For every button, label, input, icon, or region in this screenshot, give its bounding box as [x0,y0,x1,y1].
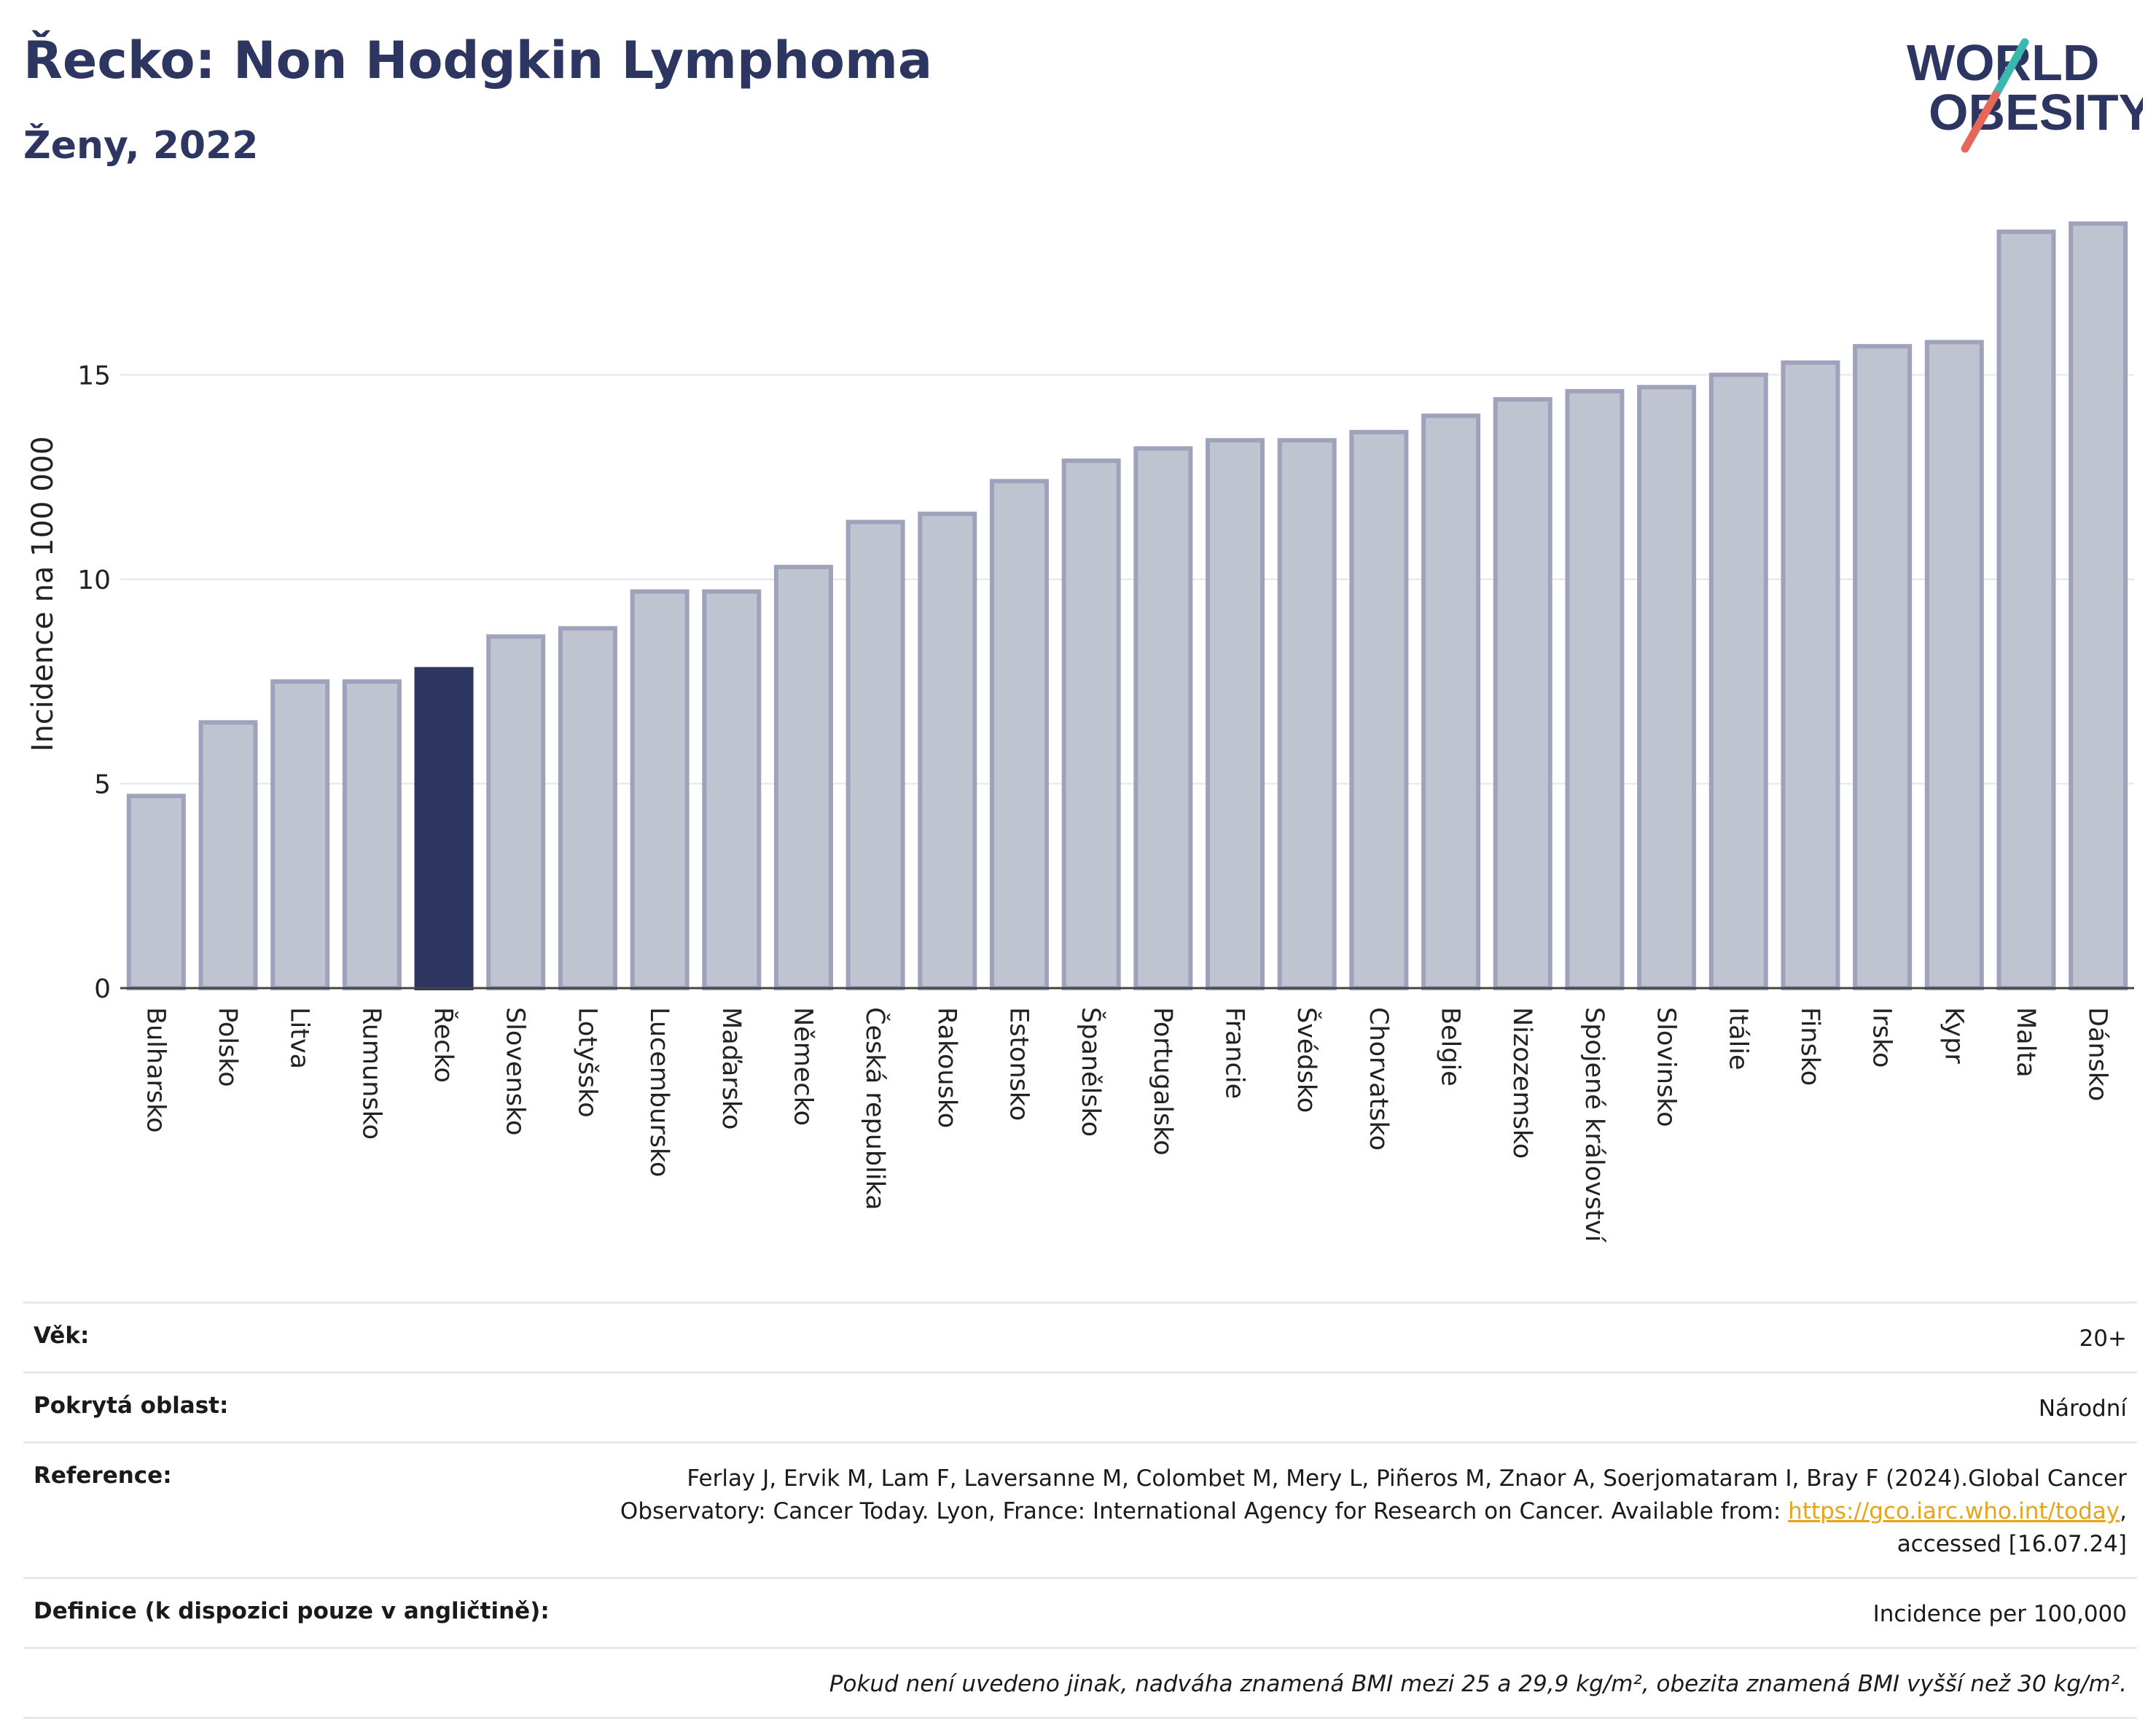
bar [486,634,546,990]
bar [342,679,402,990]
x-tick-label: Dánsko [2083,1007,2112,1101]
bar [630,589,690,990]
bar [1421,413,1481,990]
info-row-area: Pokrytá oblast: Národní [23,1371,2137,1441]
x-tick-label: Malta [2011,1007,2040,1078]
definition-value: Incidence per 100,000 [1872,1600,2127,1627]
x-tick-label: Maďarsko [716,1007,746,1129]
y-tick-label: 0 [94,974,111,1004]
bar [1996,230,2056,991]
logo-line-2: OBESITY [1929,84,2143,141]
bar [1133,446,1193,990]
bar [989,479,1049,990]
x-tick-label: Polsko [213,1007,242,1087]
x-tick-label: Irsko [1867,1007,1897,1068]
y-tick-label: 15 [77,361,111,391]
reference-label: Reference: [34,1462,172,1489]
logo-slash-bottom [1961,90,2000,153]
x-tick-label: Chorvatsko [1364,1007,1393,1151]
x-tick-label: Litva [285,1007,314,1069]
x-tick-label: Portugalsko [1148,1007,1177,1156]
bar [1781,360,1840,990]
x-tick-label: Belgie [1436,1007,1465,1086]
x-tick-label: Lucembursko [644,1007,673,1177]
x-tick-labels: Bulharsko Polsko Litva Rumunsko Řecko Slovens… [141,1007,2112,1243]
bar [773,565,833,990]
bar [2069,221,2128,991]
x-tick-label: Spojené království [1579,1007,1609,1243]
x-tick-label: Nizozemsko [1507,1007,1536,1159]
reference-link[interactable]: https://gco.iarc.who.int/today [1788,1497,2120,1524]
x-tick-label: Estonsko [1004,1007,1033,1121]
x-tick-label: Slovensko [501,1007,530,1135]
age-label: Věk: [34,1323,90,1349]
reference-text: Ferlay J, Ervik M, Lam F, Laversanne M, … [620,1465,2127,1524]
x-tick-label: Kypr [1939,1007,1968,1064]
bar [1708,372,1768,990]
area-label: Pokrytá oblast: [34,1392,229,1419]
x-tick-label: Bulharsko [141,1007,170,1133]
reference-suffix: , accessed [16.07.24] [1897,1497,2127,1557]
age-value: 20+ [2079,1326,2127,1352]
bar [918,512,977,990]
bar [1277,438,1337,990]
chart-subtitle: Ženy, 2022 [23,124,259,168]
bar [198,720,258,990]
bar [558,626,617,990]
bar [702,589,762,990]
bar [1206,438,1265,990]
x-tick-label: Řecko [429,1007,459,1083]
y-axis-label: Incidence na 100 000 [26,436,60,752]
bar [1493,397,1552,990]
bar [1637,385,1697,990]
x-tick-label: Francie [1220,1007,1249,1099]
bar [270,679,330,990]
x-tick-label: Rakousko [932,1007,961,1128]
bar [1349,429,1409,990]
x-tick-label: Finsko [1795,1007,1824,1086]
y-tick-label: 10 [77,565,111,595]
bars [126,221,2128,991]
bar-highlight [414,667,474,991]
bar [1565,388,1625,990]
bar [1853,344,1913,991]
info-row-reference: Reference: Ferlay J, Ervik M, Lam F, Lav… [23,1441,2137,1577]
area-value: Národní [2038,1395,2127,1422]
info-row-age: Věk: 20+ [23,1301,2137,1371]
info-table: Věk: 20+ Pokrytá oblast: Národní Referen… [23,1301,2137,1719]
bar [1924,340,1984,990]
chart-title: Řecko: Non Hodgkin Lymphoma [23,31,933,90]
bar [845,520,905,990]
x-tick-label: Itálie [1723,1007,1752,1070]
x-tick-label: Česká republika [860,1007,891,1210]
info-row-definition: Definice (k dispozici pouze v angličtině… [23,1576,2137,1647]
bar [1061,458,1121,990]
x-tick-label: Rumunsko [356,1007,386,1140]
bar [126,794,186,991]
footnote: Pokud není uvedeno jinak, nadváha znamen… [829,1670,2127,1697]
x-tick-label: Německo [788,1007,817,1126]
definition-label: Definice (k dispozici pouze v angličtině… [34,1597,550,1624]
logo-slash-top [1991,38,2029,99]
y-tick-labels: 0 5 10 15 [77,361,111,1004]
y-tick-label: 5 [94,770,111,799]
x-tick-label: Španělsko [1076,1007,1106,1137]
x-tick-label: Švédsko [1292,1007,1322,1113]
x-tick-label: Slovinsko [1652,1007,1681,1127]
reference-value: Ferlay J, Ervik M, Lam F, Laversanne M, … [560,1462,2127,1561]
world-obesity-logo: WORLD OBESITY [1907,34,2143,153]
bar-chart: 0 5 10 15 Bulharsko Polsko Litva Rumunsko Řecko… [26,221,2134,1243]
x-tick-label: Lotyšsko [572,1007,601,1118]
info-row-note: Pokud není uvedeno jinak, nadváha znamen… [23,1646,2137,1719]
